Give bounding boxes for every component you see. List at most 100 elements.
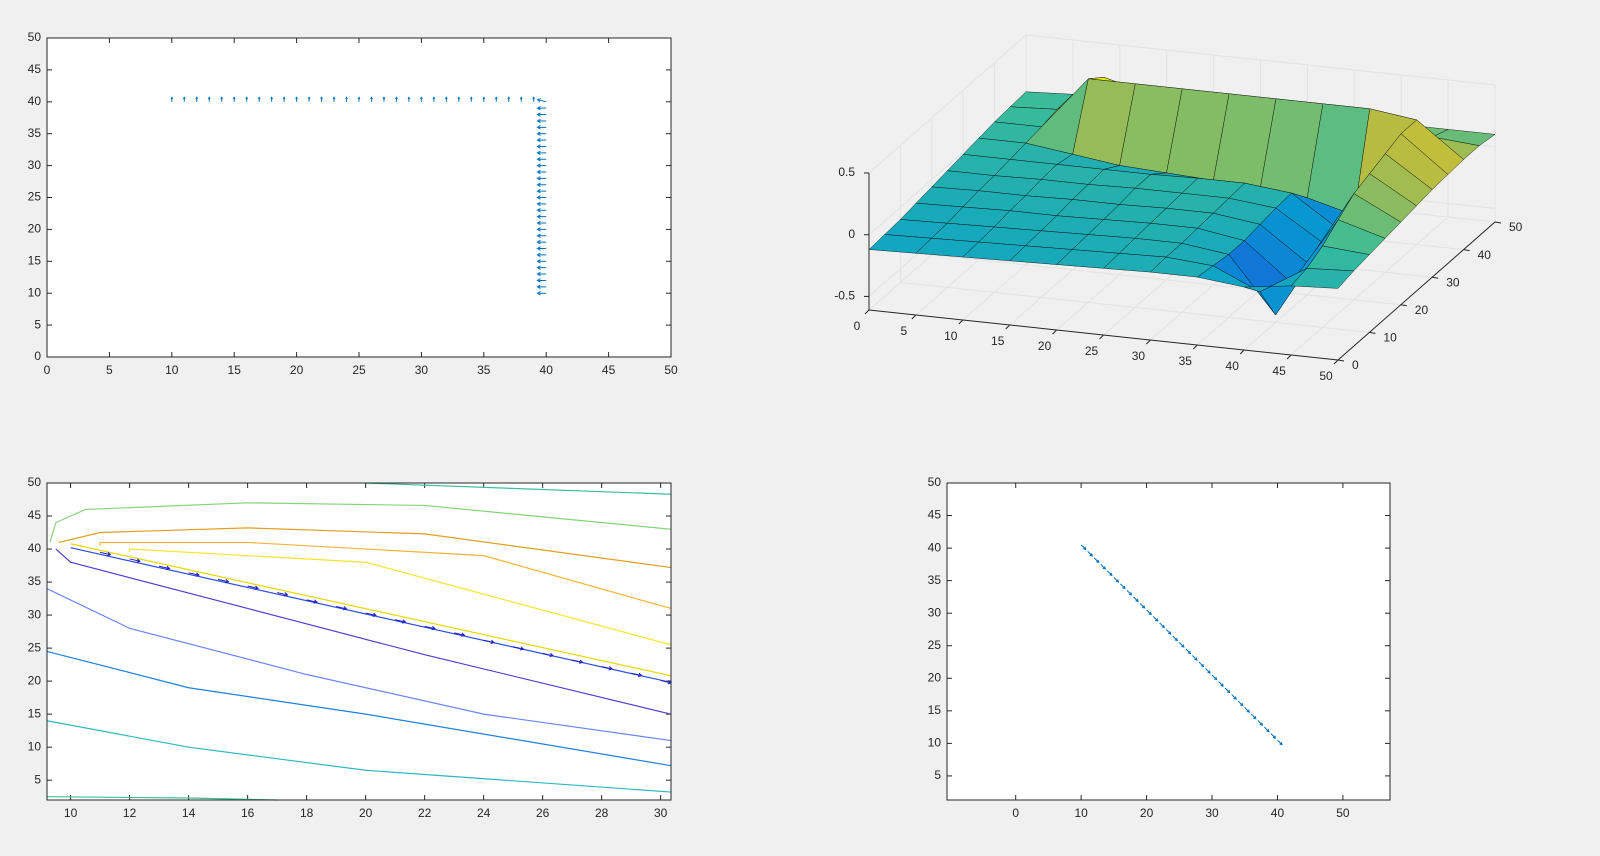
quiver-arrow: [536, 214, 547, 219]
x-tick-label: 0: [854, 319, 861, 333]
x-tick: [1005, 324, 1011, 330]
x-tick-label: 25: [352, 363, 366, 377]
x-tick: [1286, 354, 1292, 360]
x-tick-label: 24: [477, 806, 491, 820]
y-tick-label: 45: [28, 62, 42, 76]
x-tick-label: 30: [654, 806, 668, 820]
quiver-arrow: [295, 96, 298, 102]
quiver-arrow: [536, 176, 547, 181]
quiver-arrow: [536, 290, 547, 296]
quiver-arrow: [507, 96, 511, 102]
quiver-arrow: [129, 558, 141, 563]
quiver-arrow: [382, 96, 386, 102]
contour-line: [99, 541, 672, 610]
grid-line: [868, 34, 1027, 174]
axes-background: [47, 38, 671, 357]
grid-line: [1025, 34, 1496, 86]
x-tick-label: 30: [415, 363, 429, 377]
quiver-arrow: [536, 125, 547, 130]
y-tick: [1494, 221, 1502, 224]
y-tick-label: 10: [928, 736, 942, 750]
quiver-arrow: [220, 96, 224, 102]
x-tick: [1099, 334, 1104, 340]
x-tick-label: 35: [477, 363, 491, 377]
quiver-arrow: [536, 246, 547, 251]
x-tick: [1052, 329, 1057, 335]
x-tick-label: 40: [1271, 806, 1285, 820]
quiver-arrow: [1185, 648, 1192, 655]
quiver-arrow: [536, 195, 547, 200]
y-tick-label: 50: [28, 475, 42, 489]
y-tick-label: 15: [928, 703, 942, 717]
x-tick-label: 10: [1074, 806, 1088, 820]
quiver-arrow: [195, 96, 199, 102]
axes-box: [46, 482, 672, 801]
grid-line: [1290, 216, 1449, 356]
x-tick-label: 45: [602, 363, 616, 377]
quiver-arrow: [536, 233, 547, 239]
quiver-arrow: [536, 156, 547, 162]
quiver-arrow: [1205, 668, 1211, 674]
x-tick-label: 18: [300, 806, 314, 820]
quiver-arrow: [536, 284, 547, 290]
quiver-arrow: [536, 227, 547, 232]
y-tick-label: 15: [28, 706, 42, 720]
quiver-arrow: [601, 666, 613, 671]
quiver-arrow: [1218, 681, 1224, 687]
quiver-arrow: [469, 96, 473, 102]
x-tick-label: 5: [901, 324, 908, 338]
quiver-arrow: [1178, 642, 1185, 648]
y-tick-label: 50: [28, 30, 42, 44]
y-tick-label: 20: [28, 673, 42, 687]
quiver-arrow: [1106, 570, 1113, 577]
x-tick-label: 28: [595, 806, 609, 820]
quiver-arrow: [1257, 720, 1264, 726]
quiver-arrow: [1211, 674, 1218, 681]
quiver-arrow: [536, 239, 547, 245]
x-tick-label: 0: [1012, 806, 1019, 820]
quiver-arrow: [536, 220, 547, 226]
quiver-arrow: [1244, 707, 1250, 713]
y-tick-label: 30: [28, 158, 42, 172]
x-tick-label: 35: [1179, 354, 1193, 368]
x-tick-label: 40: [1226, 359, 1240, 373]
x-tick-label: 50: [664, 363, 678, 377]
x-tick-label: 20: [290, 363, 304, 377]
contour-line: [70, 543, 672, 677]
surface-patch: [1290, 268, 1355, 289]
z-tick-label: -0.5: [834, 289, 855, 303]
x-tick-label: 26: [536, 806, 550, 820]
quiver-arrow: [424, 625, 436, 631]
x-tick-label: 45: [1272, 364, 1286, 378]
x-tick: [911, 314, 917, 320]
y-tick-label: 30: [1446, 275, 1460, 289]
quiver-arrow: [536, 144, 547, 149]
quiver-arrow: [1159, 622, 1165, 629]
quiver-arrow: [357, 96, 361, 102]
y-tick-label: 35: [928, 573, 942, 587]
quiver-arrow: [332, 96, 336, 102]
y-tick: [1337, 359, 1345, 362]
quiver-arrow: [1152, 616, 1159, 622]
x-tick-label: 5: [106, 363, 113, 377]
quiver-arrow: [444, 96, 448, 102]
x-tick-label: 50: [1336, 806, 1350, 820]
y-tick-label: 40: [928, 540, 942, 554]
quiver-arrow: [345, 96, 348, 102]
quiver-arrow: [1250, 713, 1257, 720]
quiver-arrow: [536, 252, 547, 258]
contour-line: [46, 588, 672, 742]
x-tick-label: 15: [991, 334, 1005, 348]
quiver-arrow: [245, 96, 249, 102]
z-tick-label: 0: [848, 227, 855, 241]
quiver-arrow: [320, 96, 323, 102]
axes-box: [46, 37, 672, 358]
y-tick-label: 0: [1352, 358, 1359, 372]
quiver-arrow: [1231, 694, 1237, 700]
y-tick-label: 5: [34, 317, 41, 331]
x-tick-label: 30: [1132, 349, 1146, 363]
quiver-arrow: [1113, 577, 1120, 583]
quiver-arrow: [182, 96, 186, 102]
quiver-arrow: [542, 652, 554, 658]
quiver-arrow: [207, 96, 211, 102]
